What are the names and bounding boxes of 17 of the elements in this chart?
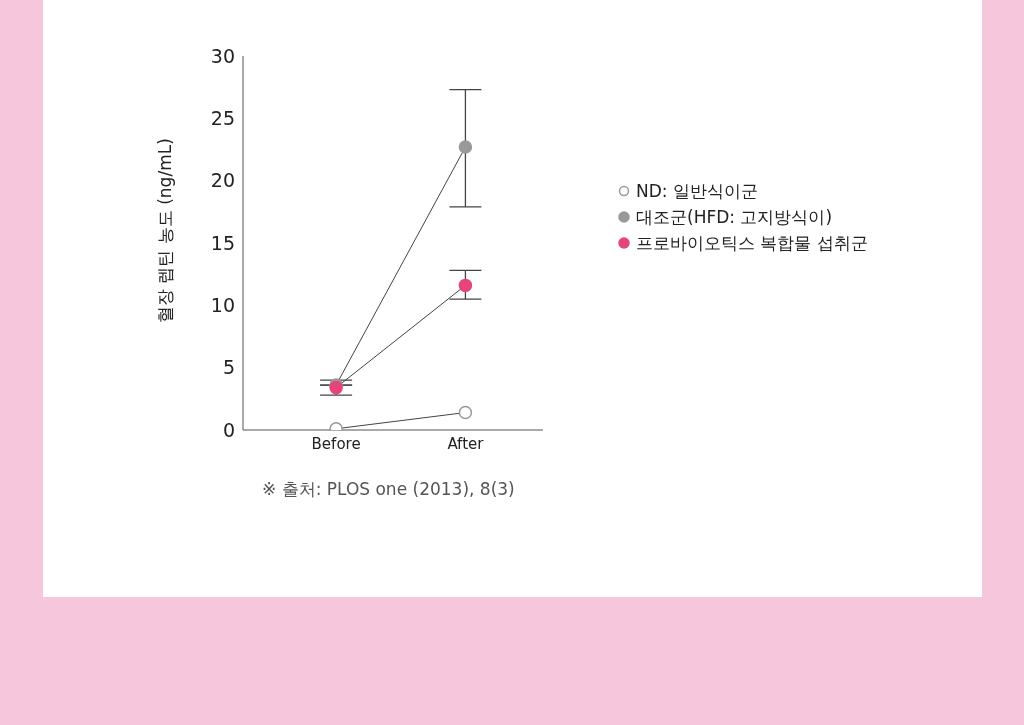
y-tick-label: 15	[210, 231, 235, 254]
y-tick-label: 5	[222, 356, 235, 379]
y-tick-label: 10	[210, 294, 235, 317]
y-tick-label: 30	[210, 44, 235, 67]
y-axis-title: 혈장 렙틴 농도 (ng/mL)	[155, 138, 176, 323]
x-tick-label: Before	[311, 434, 361, 453]
y-tick-label: 20	[210, 169, 235, 192]
legend-label: ND: 일반식이군	[636, 180, 758, 203]
point	[458, 278, 473, 293]
point	[458, 405, 473, 420]
legend-label: 대조군(HFD: 고지방식이)	[636, 206, 833, 229]
point	[458, 140, 473, 154]
y-tick-label: 0	[222, 418, 235, 441]
y-tick-label: 25	[210, 107, 235, 130]
x-tick-label: After	[447, 434, 485, 453]
text: ※ 출처: PLOS one (2013), 8(3)	[262, 478, 515, 501]
legend-label: 프로바이오틱스 복합물 섭취군	[636, 232, 868, 255]
